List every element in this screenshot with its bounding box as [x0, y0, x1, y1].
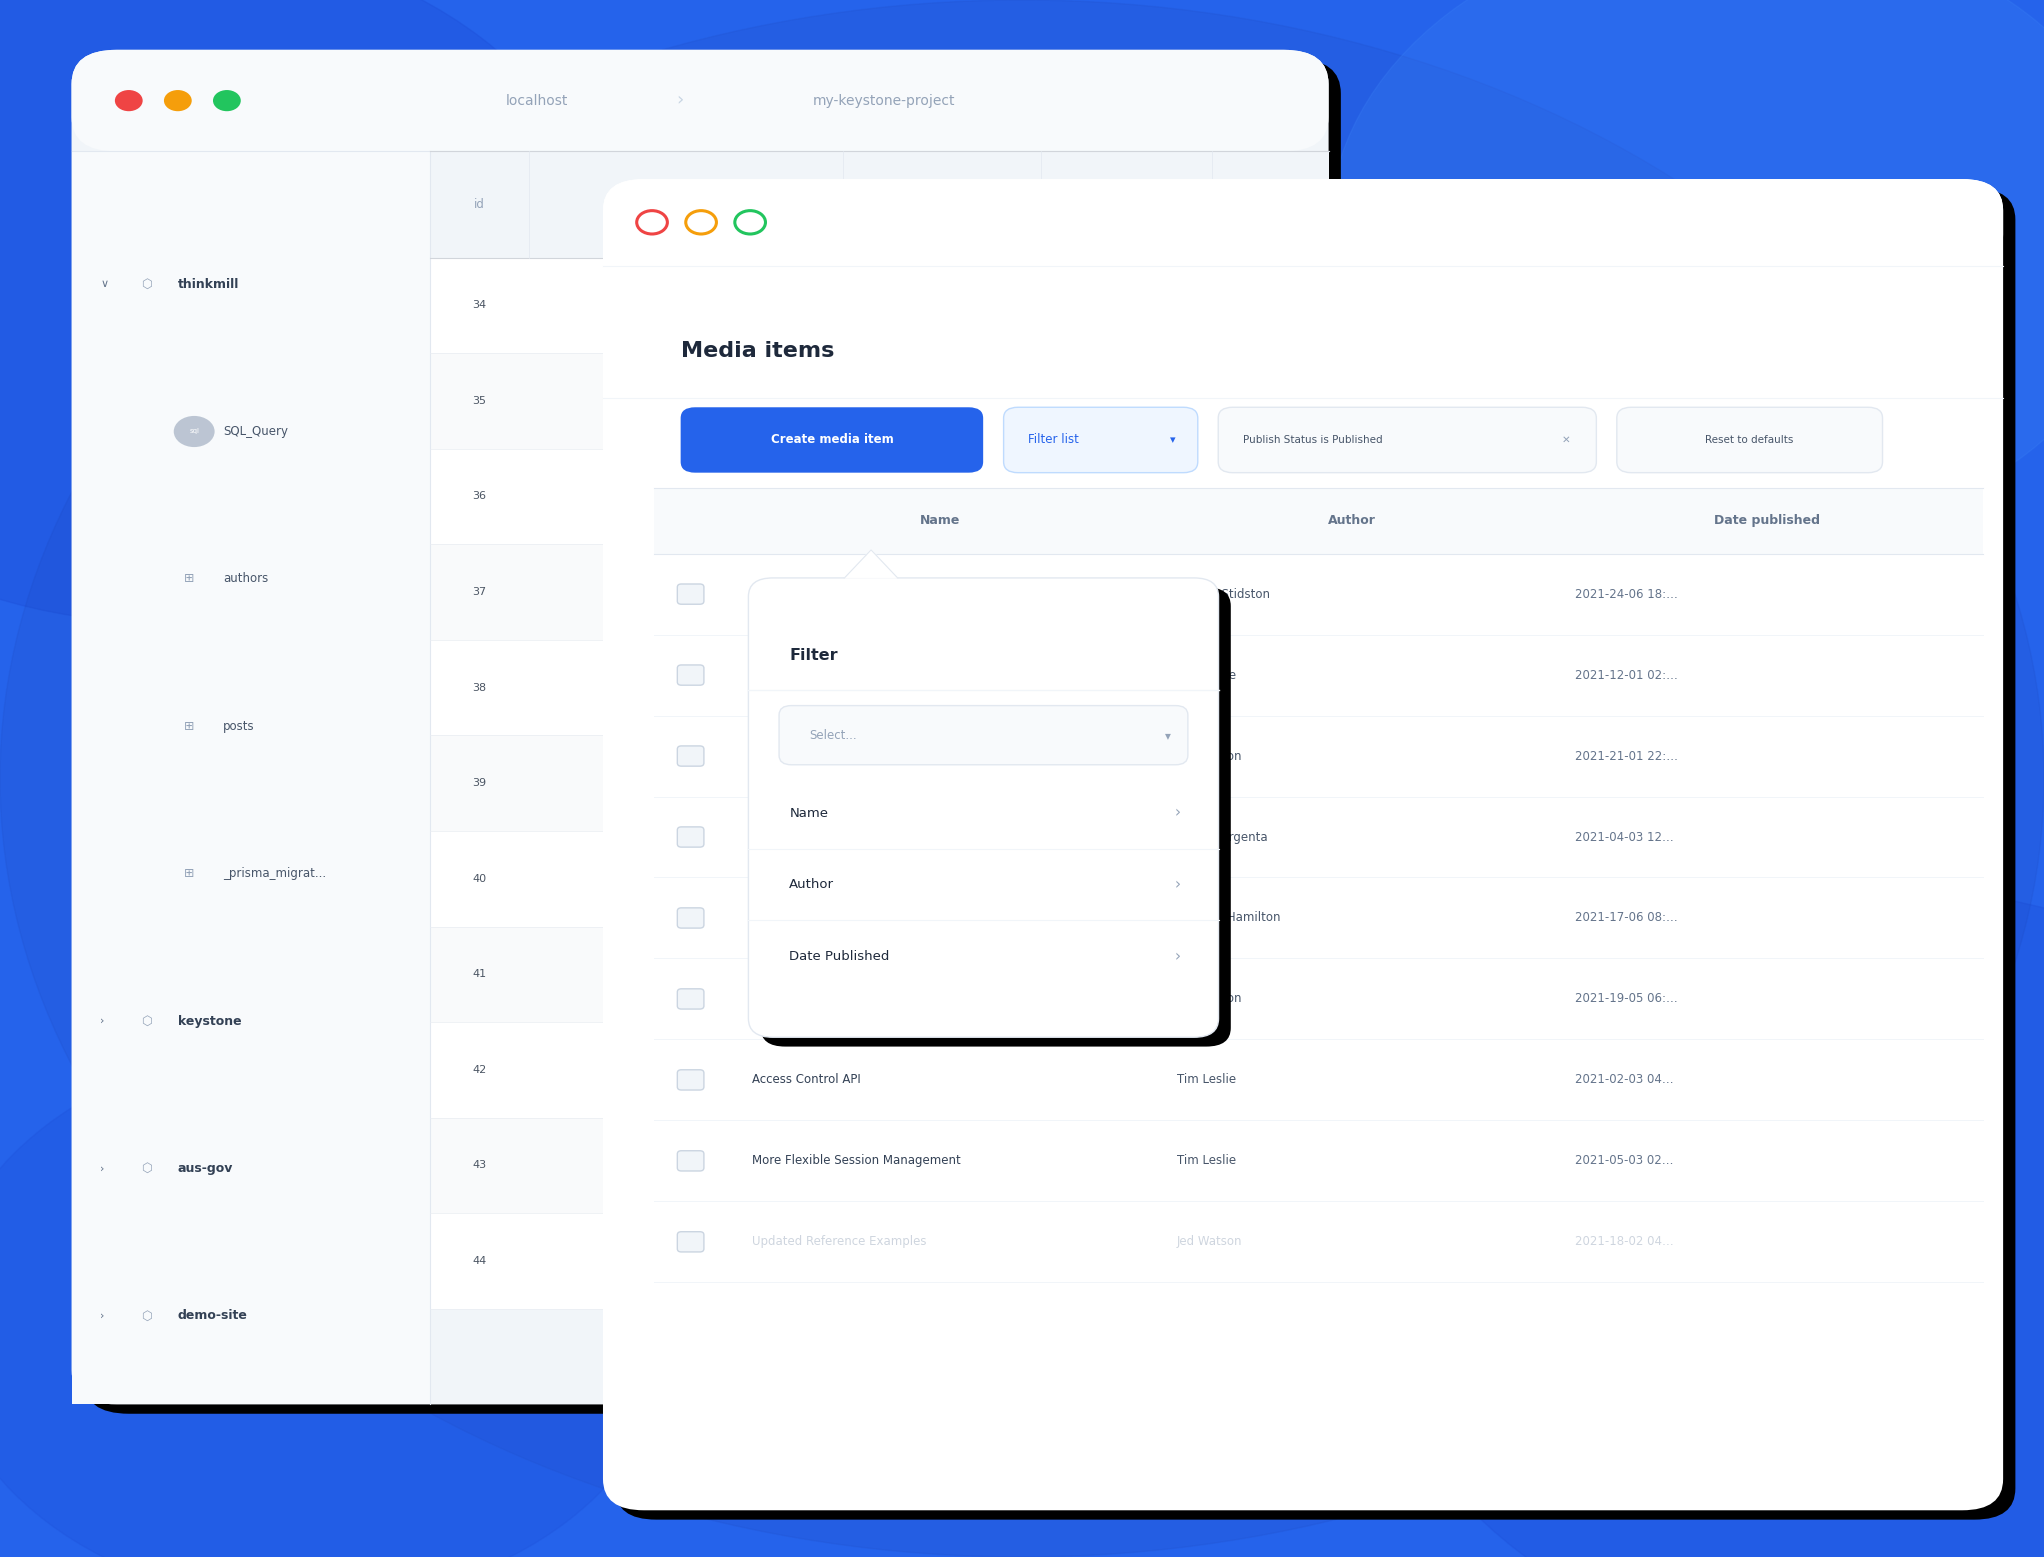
Text: K…: K…: [677, 1160, 695, 1171]
Bar: [429, 1213, 1329, 1309]
Text: ▾: ▾: [1171, 434, 1175, 445]
Text: id: id: [474, 198, 484, 212]
Text: ⬡: ⬡: [141, 277, 151, 291]
Text: ›: ›: [100, 1017, 104, 1026]
FancyBboxPatch shape: [72, 50, 1329, 1404]
Text: 2021-02-03 04…: 2021-02-03 04…: [1576, 1073, 1674, 1087]
Text: Understa…: Understa…: [752, 830, 818, 844]
Bar: [654, 489, 1983, 554]
Text: Giselle Argenta: Giselle Argenta: [1177, 830, 1267, 844]
Text: Reset to defaults: Reset to defaults: [1705, 434, 1795, 445]
Text: ›: ›: [100, 1163, 104, 1174]
Text: Author: Author: [789, 878, 834, 891]
Text: demo-site: demo-site: [178, 1309, 247, 1322]
Text: SQL_Query: SQL_Query: [223, 425, 288, 438]
Text: Keystone…: Keystone…: [752, 749, 818, 763]
FancyBboxPatch shape: [677, 1232, 703, 1252]
FancyBboxPatch shape: [603, 179, 2003, 1510]
FancyBboxPatch shape: [677, 908, 703, 928]
Text: GraphQL…: GraphQL…: [752, 911, 816, 925]
Text: ›: ›: [1175, 948, 1181, 964]
FancyBboxPatch shape: [681, 408, 983, 473]
Text: ›: ›: [1175, 805, 1181, 821]
Text: Author: Author: [1329, 514, 1376, 528]
Text: ⬡: ⬡: [141, 1015, 151, 1028]
Bar: [429, 926, 1329, 1021]
Text: ✕: ✕: [1562, 434, 1570, 445]
Circle shape: [114, 90, 143, 111]
Text: Name: Name: [789, 807, 828, 819]
Text: 44: 44: [472, 1256, 486, 1266]
Text: 2021-19-05 06:…: 2021-19-05 06:…: [1576, 992, 1678, 1006]
FancyBboxPatch shape: [1004, 408, 1198, 473]
Text: Jed Watson: Jed Watson: [1177, 749, 1243, 763]
FancyBboxPatch shape: [84, 59, 1341, 1414]
Text: authors: authors: [223, 573, 268, 585]
FancyBboxPatch shape: [677, 746, 703, 766]
Text: Tim Leslie: Tim Leslie: [1177, 668, 1237, 682]
Text: 2021-24-06 02:03…: 2021-24-06 02:03…: [1214, 301, 1327, 310]
Text: 43: 43: [472, 1160, 486, 1171]
Circle shape: [213, 90, 241, 111]
Bar: [429, 353, 1329, 448]
Circle shape: [174, 416, 215, 447]
FancyBboxPatch shape: [603, 179, 2003, 266]
Text: 36: 36: [472, 492, 486, 501]
Text: Lauren Stidston: Lauren Stidston: [897, 301, 985, 310]
Text: V…: V…: [677, 492, 695, 501]
Text: ▾: ▾: [1165, 729, 1171, 741]
Text: Publish Status is Published: Publish Status is Published: [1243, 434, 1382, 445]
Text: Filter: Filter: [789, 648, 838, 663]
Text: Last Updated: Last Updated: [1230, 198, 1310, 212]
FancyBboxPatch shape: [1617, 408, 1883, 473]
Text: H…: H…: [677, 778, 695, 788]
FancyBboxPatch shape: [748, 578, 1218, 1037]
Bar: [429, 545, 1329, 640]
Text: A…: A…: [677, 873, 695, 884]
Text: Date Published: Date Published: [789, 950, 889, 962]
Text: Jed Watson: Jed Watson: [1177, 992, 1243, 1006]
Text: Media items: Media items: [681, 341, 834, 361]
Text: ⊞: ⊞: [184, 573, 194, 585]
FancyBboxPatch shape: [677, 827, 703, 847]
Text: Virtual Fie…: Virtual Fie…: [752, 668, 822, 682]
Text: aus-gov: aus-gov: [178, 1162, 233, 1176]
Text: ⊞: ⊞: [184, 867, 194, 880]
Text: ›: ›: [1175, 877, 1181, 892]
FancyBboxPatch shape: [72, 50, 1329, 151]
FancyBboxPatch shape: [677, 584, 703, 604]
Text: 40: 40: [472, 873, 486, 884]
FancyBboxPatch shape: [677, 1070, 703, 1090]
Text: K…: K…: [677, 395, 695, 406]
Text: 37: 37: [472, 587, 486, 596]
Text: 2021-24-06 18:…: 2021-24-06 18:…: [1576, 587, 1678, 601]
FancyBboxPatch shape: [779, 705, 1188, 764]
Text: How structured content gi…: How structured content gi…: [607, 301, 764, 310]
Text: 2021-12-01 02:…: 2021-12-01 02:…: [1576, 668, 1678, 682]
Text: How stru…: How stru…: [752, 587, 816, 601]
Bar: [429, 448, 1329, 545]
Bar: [429, 735, 1329, 831]
Text: 35: 35: [472, 395, 486, 406]
Text: thinkmill: thinkmill: [178, 277, 239, 291]
Text: 2021-21-01 22:…: 2021-21-01 22:…: [1576, 749, 1678, 763]
Polygon shape: [844, 550, 897, 578]
Text: 2021-17-06 08:…: 2021-17-06 08:…: [1576, 911, 1678, 925]
Text: How To Use Document Fields: How To Use Document Fields: [752, 992, 922, 1006]
Bar: [429, 151, 1329, 257]
Text: Lauren Stidston: Lauren Stidston: [1177, 587, 1269, 601]
Text: localhost: localhost: [505, 93, 568, 107]
FancyBboxPatch shape: [677, 989, 703, 1009]
Text: G…: G…: [677, 682, 695, 693]
Text: my-keystone-project: my-keystone-project: [814, 93, 955, 107]
Text: Date published: Date published: [1713, 514, 1819, 528]
FancyBboxPatch shape: [760, 587, 1230, 1046]
Text: ⬡: ⬡: [141, 1309, 151, 1322]
Text: Access Control API: Access Control API: [752, 1073, 861, 1087]
Text: ⬡: ⬡: [141, 1162, 151, 1176]
Text: ⊞: ⊞: [184, 719, 194, 733]
Text: H…: H…: [677, 1256, 695, 1266]
Text: Select...: Select...: [809, 729, 856, 741]
Text: ›: ›: [100, 1311, 104, 1320]
